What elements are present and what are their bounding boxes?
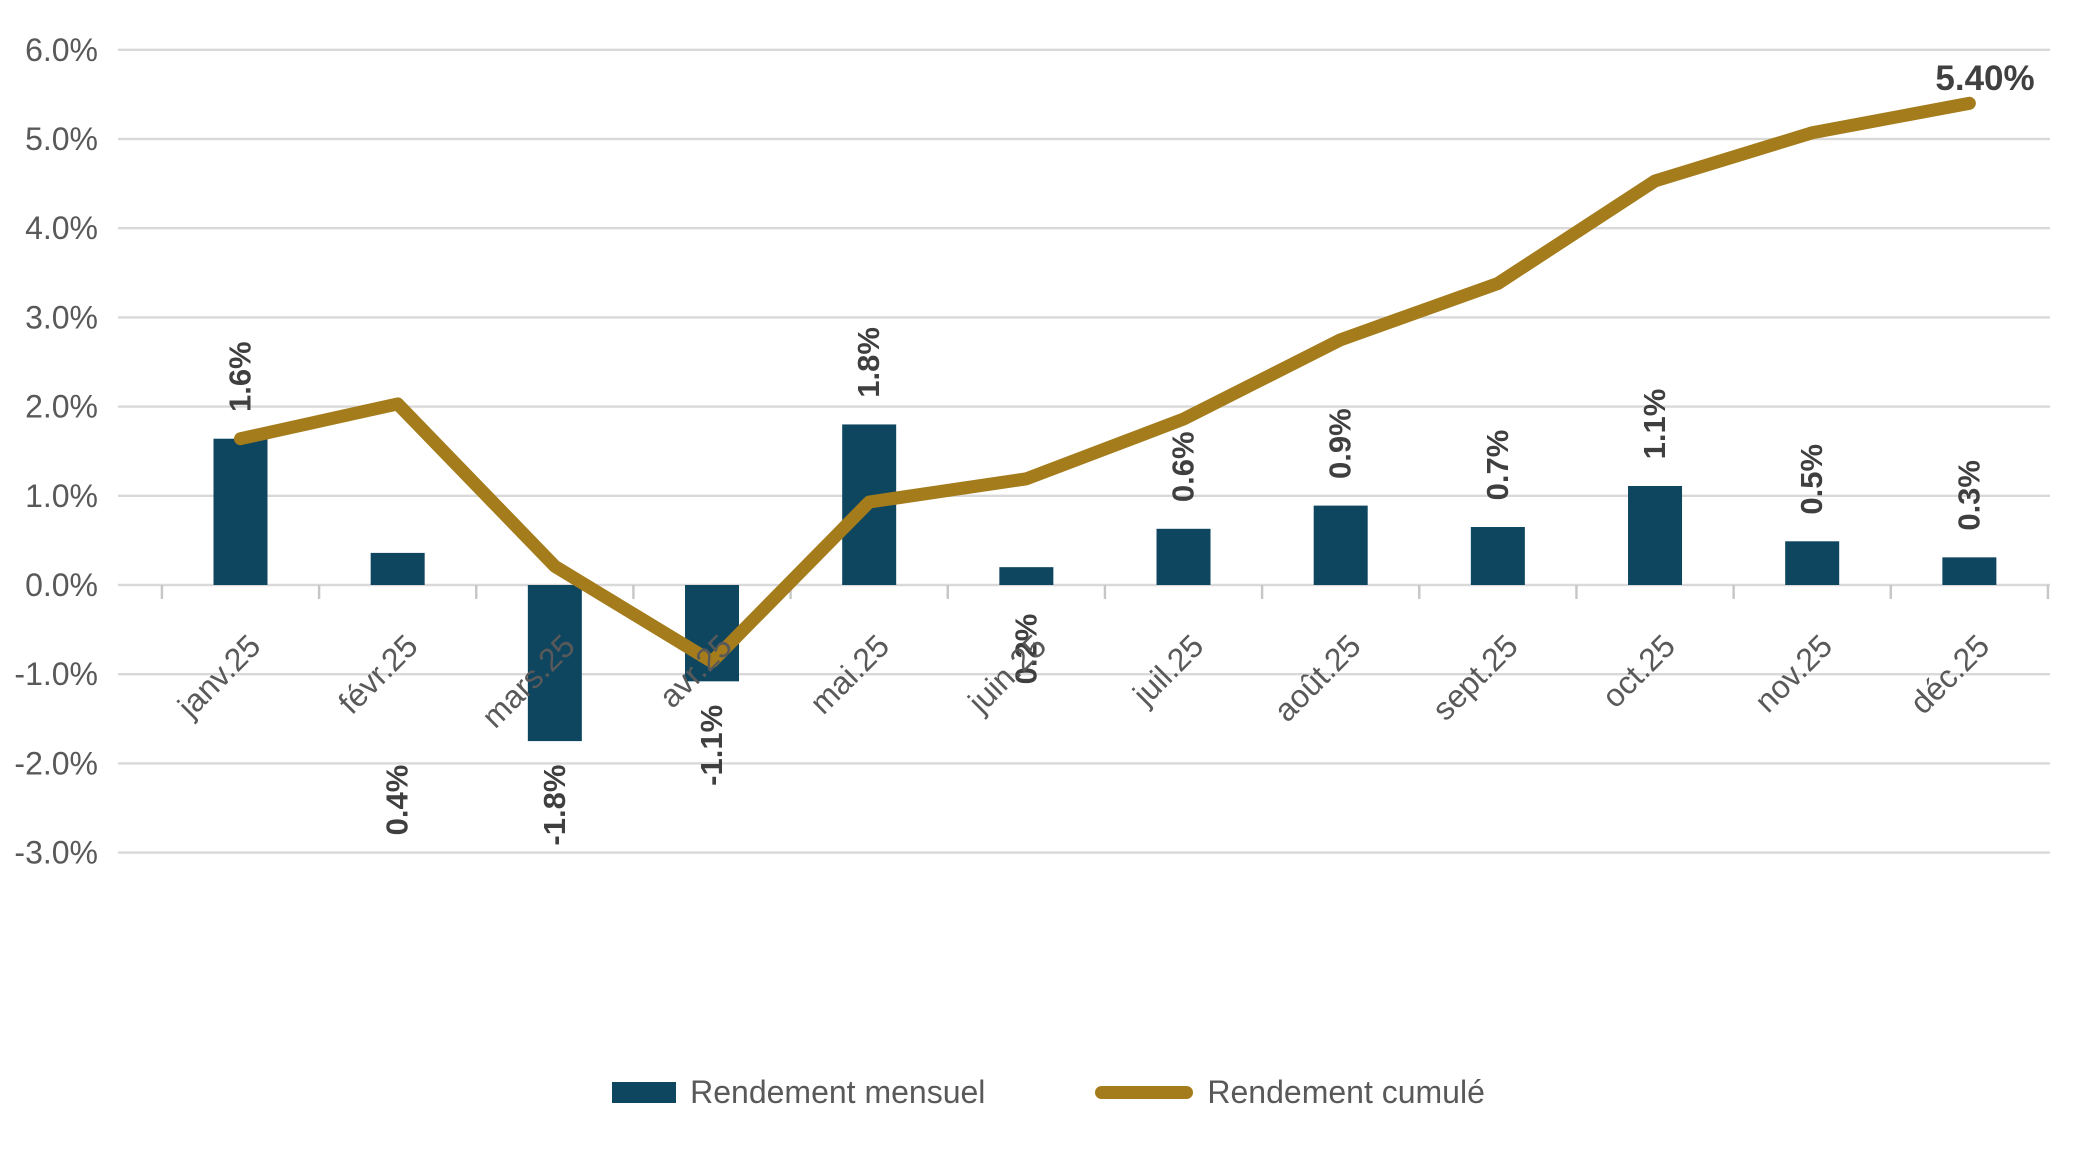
bar-sept.25 [1470,527,1525,585]
line-series-swatch [1095,1085,1194,1099]
x-axis-label-sept.25: sept.25 [1425,627,1525,727]
legend-item-rendement-mensuel: Rendement mensuel [612,1076,985,1108]
bar-juin.25 [999,567,1054,585]
line-rendement-cumule [234,96,1976,669]
bar-label-janv.25: 1.6% [223,341,258,412]
bar-label-sept.25: 0.7% [1480,430,1515,501]
bar-juil.25 [1156,528,1211,585]
y-axis-label: 1.0% [25,478,98,514]
bar-series-swatch [612,1081,677,1103]
bar-label-juin.25: 0.2% [1008,614,1043,685]
legend-label-rendement-mensuel: Rendement mensuel [690,1074,986,1110]
bar-label-oct.25: 1.1% [1637,389,1672,460]
line-end-label: 5.40% [1935,59,2034,98]
bar-mars.25 [527,585,582,742]
legend-label-rendement-cumule: Rendement cumulé [1207,1074,1485,1110]
bar-label-mai.25: 1.8% [851,327,886,398]
y-axis-label: 2.0% [25,389,98,425]
bar-déc.25 [1942,557,1997,585]
x-axis-label-août.25: août.25 [1267,627,1368,728]
bar-label-juil.25: 0.6% [1166,431,1201,502]
y-axis-label: 6.0% [25,32,98,68]
bar-label-avr.25: -1.1% [694,705,729,786]
bar-label-déc.25: 0.3% [1951,460,1986,531]
bar-nov.25 [1785,541,1840,585]
bar-oct.25 [1628,485,1683,585]
x-axis-label-oct.25: oct.25 [1595,627,1682,714]
x-axis-label-juil.25: juil.25 [1125,627,1210,712]
y-axis-label: -3.0% [14,835,98,871]
bar-label-août.25: 0.9% [1323,408,1358,479]
legend-item-rendement-cumule: Rendement cumulé [1095,1074,1485,1110]
bar-label-mars.25: -1.8% [537,765,572,846]
bar-janv.25 [213,438,268,585]
bar-août.25 [1313,505,1368,585]
x-axis-label-janv.25: janv.25 [170,627,267,724]
bar-févr.25 [370,552,425,585]
bar-label-nov.25: 0.5% [1794,444,1829,515]
y-axis-label: 4.0% [25,210,98,246]
chart-legend: Rendement mensuel Rendement cumulé [0,1062,2097,1122]
y-axis-label: 3.0% [25,299,98,335]
y-axis-label: 0.0% [25,567,98,603]
y-axis-label: -1.0% [14,656,98,692]
y-axis-label: -2.0% [14,745,98,781]
bar-label-févr.25: 0.4% [380,765,415,836]
y-axis-label: 5.0% [25,121,98,157]
